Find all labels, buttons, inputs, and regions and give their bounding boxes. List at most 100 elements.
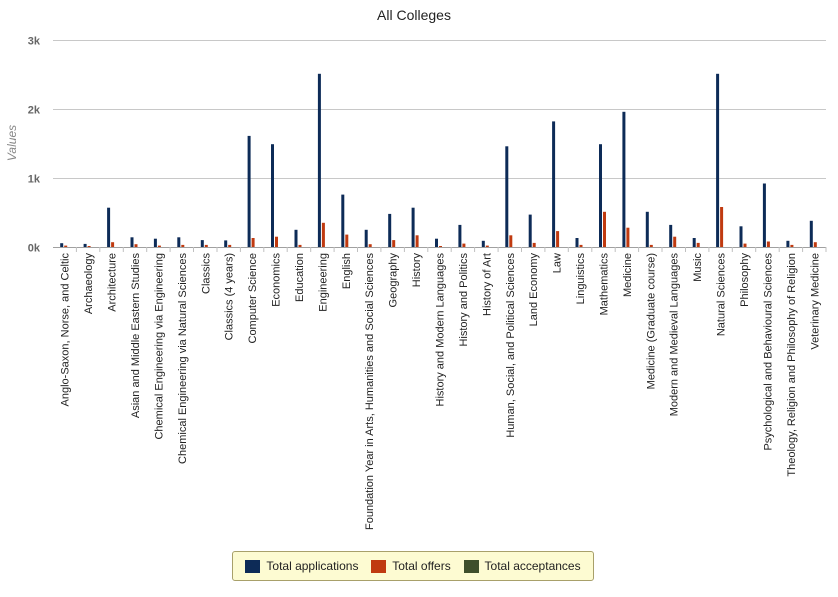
legend-swatch-acceptances [463, 559, 479, 573]
bar-total-offers[interactable] [345, 234, 349, 247]
bar-total-applications[interactable] [692, 238, 696, 247]
bar-total-offers[interactable] [603, 211, 606, 247]
x-tick-label: Medicine (Graduate course) [645, 253, 657, 389]
legend-label-offers: Total offers [392, 559, 451, 573]
x-tick-label: History [411, 253, 423, 288]
bar-total-offers[interactable] [696, 242, 700, 247]
legend-item-acceptances[interactable]: Total acceptances [463, 559, 581, 573]
x-tick-label: Foundation Year in Arts, Humanities and … [364, 253, 376, 530]
x-tick-label: Modern and Medieval Languages [669, 253, 681, 417]
bar-total-offers[interactable] [228, 244, 232, 247]
x-tick-label: Law [552, 253, 564, 273]
x-tick-label: Economics [271, 253, 283, 307]
bar-total-applications[interactable] [411, 207, 415, 247]
x-tick-label: History of Art [481, 253, 493, 316]
legend-swatch-offers [371, 559, 387, 573]
bar-total-offers[interactable] [87, 246, 91, 247]
x-tick-label: Psychological and Behavioural Sciences [762, 253, 774, 451]
y-tick-label: 0k [28, 243, 41, 255]
bar-total-applications[interactable] [388, 213, 392, 247]
bar-total-offers[interactable] [111, 242, 115, 247]
bar-total-offers[interactable] [579, 244, 583, 247]
x-tick-label: Mathematics [599, 253, 611, 316]
bar-total-offers[interactable] [157, 245, 161, 247]
bar-total-offers[interactable] [813, 242, 817, 247]
bar-total-applications[interactable] [622, 111, 626, 247]
bar-total-applications[interactable] [341, 194, 345, 247]
bar-total-applications[interactable] [505, 146, 509, 247]
bar-total-offers[interactable] [298, 244, 302, 247]
bar-total-offers[interactable] [368, 244, 372, 247]
bar-total-offers[interactable] [766, 241, 770, 248]
bar-total-applications[interactable] [669, 224, 673, 247]
bar-total-offers[interactable] [321, 222, 325, 247]
bar-total-offers[interactable] [743, 243, 747, 247]
x-tick-label: Medicine [622, 253, 634, 297]
bar-total-offers[interactable] [649, 244, 653, 247]
bar-total-applications[interactable] [247, 135, 251, 247]
bar-total-offers[interactable] [532, 242, 536, 247]
y-tick-label: 3k [28, 36, 41, 48]
bar-total-applications[interactable] [716, 73, 720, 247]
bar-total-offers[interactable] [275, 236, 278, 247]
bar-total-applications[interactable] [294, 229, 298, 248]
bar-total-applications[interactable] [786, 240, 790, 247]
x-tick-label: Geography [388, 253, 400, 308]
bar-total-offers[interactable] [439, 246, 442, 247]
bar-total-applications[interactable] [177, 237, 181, 247]
bar-total-applications[interactable] [271, 144, 274, 247]
legend-item-offers[interactable]: Total offers [371, 559, 451, 573]
bar-total-applications[interactable] [130, 237, 134, 247]
bar-total-applications[interactable] [153, 238, 157, 247]
bar-total-offers[interactable] [415, 235, 419, 247]
bar-total-applications[interactable] [435, 238, 438, 247]
bar-total-applications[interactable] [364, 229, 368, 248]
x-tick-label: Music [692, 253, 704, 282]
bar-total-offers[interactable] [556, 231, 560, 247]
bar-total-applications[interactable] [60, 243, 64, 247]
chart-legend: Total applications Total offers Total ac… [232, 551, 594, 581]
legend-item-applications[interactable]: Total applications [245, 559, 358, 573]
bar-total-offers[interactable] [392, 240, 396, 247]
bar-total-applications[interactable] [107, 207, 111, 247]
bar-total-offers[interactable] [509, 235, 513, 247]
bar-total-applications[interactable] [809, 220, 813, 247]
bar-total-offers[interactable] [134, 244, 138, 247]
bar-total-applications[interactable] [552, 121, 556, 247]
bar-total-applications[interactable] [739, 226, 743, 247]
x-tick-label: Linguistics [575, 253, 587, 305]
bar-total-applications[interactable] [762, 183, 766, 248]
x-tick-label: Asian and Middle Eastern Studies [130, 253, 142, 419]
bar-total-applications[interactable] [83, 243, 87, 247]
bar-total-offers[interactable] [626, 227, 630, 247]
x-tick-label: Computer Science [247, 253, 259, 344]
bar-total-offers[interactable] [485, 245, 489, 247]
bar-total-offers[interactable] [720, 207, 724, 247]
bar-total-offers[interactable] [462, 243, 466, 247]
bar-total-applications[interactable] [458, 224, 462, 247]
x-tick-label: Engineering [317, 253, 329, 312]
bar-total-applications[interactable] [317, 73, 321, 247]
x-tick-label: English [341, 253, 353, 289]
bar-total-offers[interactable] [204, 244, 208, 247]
bar-total-applications[interactable] [645, 211, 649, 247]
bar-total-offers[interactable] [64, 245, 68, 247]
bar-total-offers[interactable] [181, 244, 185, 247]
legend-label-acceptances: Total acceptances [484, 559, 581, 573]
bar-total-applications[interactable] [481, 240, 485, 247]
bar-total-applications[interactable] [224, 240, 228, 247]
y-tick-label: 2k [28, 105, 41, 117]
bar-total-offers[interactable] [790, 244, 794, 247]
bar-total-applications[interactable] [575, 238, 579, 247]
bar-total-offers[interactable] [673, 236, 677, 247]
bar-total-offers[interactable] [251, 238, 255, 247]
bar-total-applications[interactable] [200, 240, 204, 247]
bar-total-applications[interactable] [528, 214, 532, 247]
x-tick-label: Land Economy [528, 253, 540, 327]
x-tick-label: Philosophy [739, 253, 751, 307]
bar-total-applications[interactable] [599, 144, 602, 247]
y-tick-label: 1k [28, 174, 41, 186]
y-axis-title: Values [5, 125, 19, 161]
x-tick-label: Classics (4 years) [224, 253, 236, 340]
